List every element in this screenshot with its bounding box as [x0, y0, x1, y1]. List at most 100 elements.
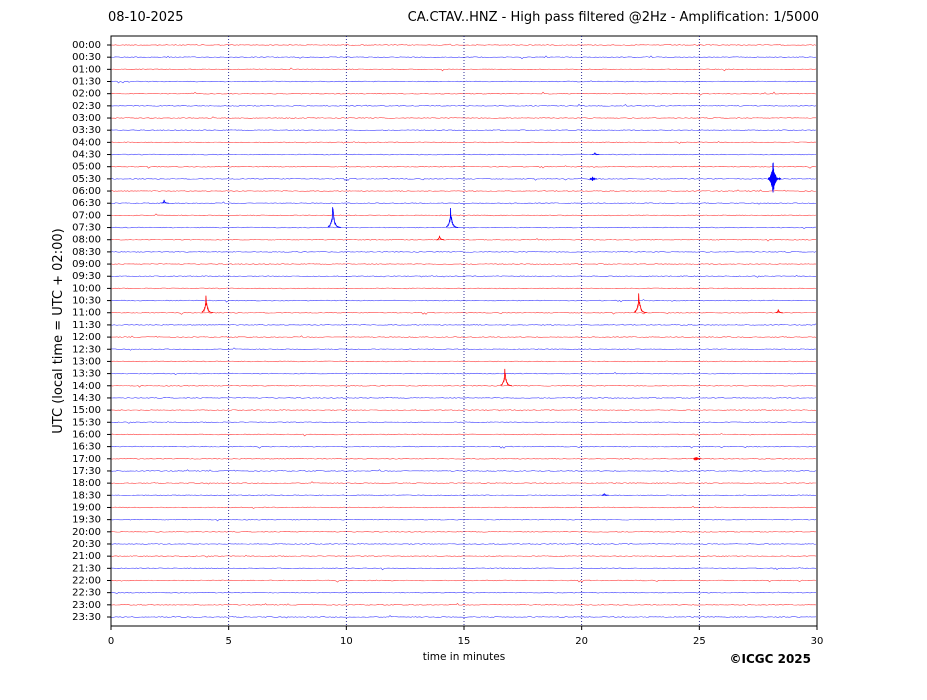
y-tick-label: 10:00: [72, 283, 101, 294]
event: [634, 293, 647, 314]
y-tick-label: 02:30: [72, 101, 101, 112]
trace: [110, 518, 817, 522]
y-tick-label: 04:00: [72, 137, 101, 148]
x-tick-label: 20: [575, 636, 588, 647]
y-tick-label: 00:00: [72, 40, 101, 51]
trace: [110, 505, 817, 509]
y-tick-label: 13:30: [72, 369, 101, 380]
y-axis-label: UTC (local time = UTC + 02:00): [51, 228, 66, 433]
trace: [110, 397, 817, 399]
event: [589, 176, 598, 182]
trace: [110, 421, 817, 424]
y-tick-label: 15:00: [72, 405, 101, 416]
event: [446, 208, 459, 228]
trace: [110, 591, 817, 595]
y-tick-label: 03:00: [72, 113, 101, 124]
y-tick-label: 10:30: [72, 296, 101, 307]
y-tick-label: 21:00: [72, 551, 101, 562]
y-tick-label: 11:00: [72, 308, 101, 319]
trace: [110, 67, 817, 72]
event: [161, 199, 169, 204]
y-tick-label: 04:30: [72, 150, 101, 161]
trace: [110, 445, 817, 449]
trace: [110, 165, 817, 169]
trace: [110, 55, 817, 60]
y-tick-label: 18:30: [72, 490, 101, 501]
y-tick-label: 01:30: [72, 77, 101, 88]
y-tick-label: 02:00: [72, 89, 101, 100]
event: [201, 295, 214, 314]
y-tick-label: 09:30: [72, 271, 101, 282]
y-tick-label: 00:30: [72, 52, 101, 63]
y-tick-label: 19:30: [72, 515, 101, 526]
trace: [110, 542, 817, 546]
trace: [110, 116, 817, 119]
trace: [110, 554, 817, 558]
trace: [110, 189, 817, 192]
event: [775, 309, 783, 314]
trace: [111, 347, 817, 351]
trace: [110, 603, 817, 606]
chart-title: CA.CTAV..HNZ - High pass filtered @2Hz -…: [408, 10, 819, 25]
trace: [110, 251, 817, 253]
y-tick-label: 20:30: [72, 539, 101, 550]
y-tick-label: 07:30: [72, 223, 101, 234]
trace: [110, 129, 817, 131]
event: [500, 368, 513, 387]
trace: [110, 311, 817, 315]
trace: [110, 213, 817, 217]
trace: [110, 80, 817, 84]
y-tick-label: 03:30: [72, 125, 101, 136]
y-tick-label: 21:30: [72, 563, 101, 574]
y-tick-label: 06:30: [72, 198, 101, 209]
trace: [110, 433, 817, 437]
y-tick-label: 23:00: [72, 600, 101, 611]
trace: [110, 457, 817, 460]
event: [592, 152, 600, 155]
y-tick-label: 06:00: [72, 186, 101, 197]
trace: [110, 323, 817, 326]
y-tick-label: 15:30: [72, 417, 101, 428]
x-tick-label: 25: [693, 636, 706, 647]
event: [767, 162, 782, 193]
trace: [110, 91, 817, 96]
trace: [110, 469, 817, 472]
y-tick-label: 08:00: [72, 235, 101, 246]
y-tick-label: 18:00: [72, 478, 101, 489]
trace: [110, 360, 817, 363]
x-tick-label: 10: [340, 636, 353, 647]
y-tick-label: 16:30: [72, 442, 101, 453]
y-tick-label: 23:30: [72, 612, 101, 623]
trace: [110, 371, 817, 376]
x-tick-label: 15: [458, 636, 471, 647]
y-tick-label: 17:30: [72, 466, 101, 477]
y-tick-label: 05:30: [72, 174, 101, 185]
y-tick-label: 17:00: [72, 454, 101, 465]
y-tick-label: 16:00: [72, 429, 101, 440]
trace: [110, 275, 817, 278]
trace: [110, 177, 817, 181]
trace: [110, 263, 817, 265]
y-tick-label: 09:00: [72, 259, 101, 270]
event: [601, 493, 609, 496]
trace: [110, 335, 817, 339]
trace: [110, 153, 817, 156]
y-tick-label: 14:00: [72, 381, 101, 392]
trace: [110, 385, 817, 388]
trace: [110, 566, 817, 571]
event: [327, 207, 342, 228]
y-tick-label: 07:00: [72, 210, 101, 221]
y-tick-label: 11:30: [72, 320, 101, 331]
trace: [110, 531, 817, 533]
y-tick-label: 12:00: [72, 332, 101, 343]
y-tick-label: 14:30: [72, 393, 101, 404]
trace: [110, 299, 817, 303]
trace: [110, 481, 816, 485]
trace: [110, 494, 817, 497]
trace: [110, 287, 817, 290]
trace: [110, 141, 817, 144]
trace: [110, 103, 817, 107]
y-tick-label: 22:30: [72, 588, 101, 599]
date: 08-10-2025: [108, 10, 184, 25]
